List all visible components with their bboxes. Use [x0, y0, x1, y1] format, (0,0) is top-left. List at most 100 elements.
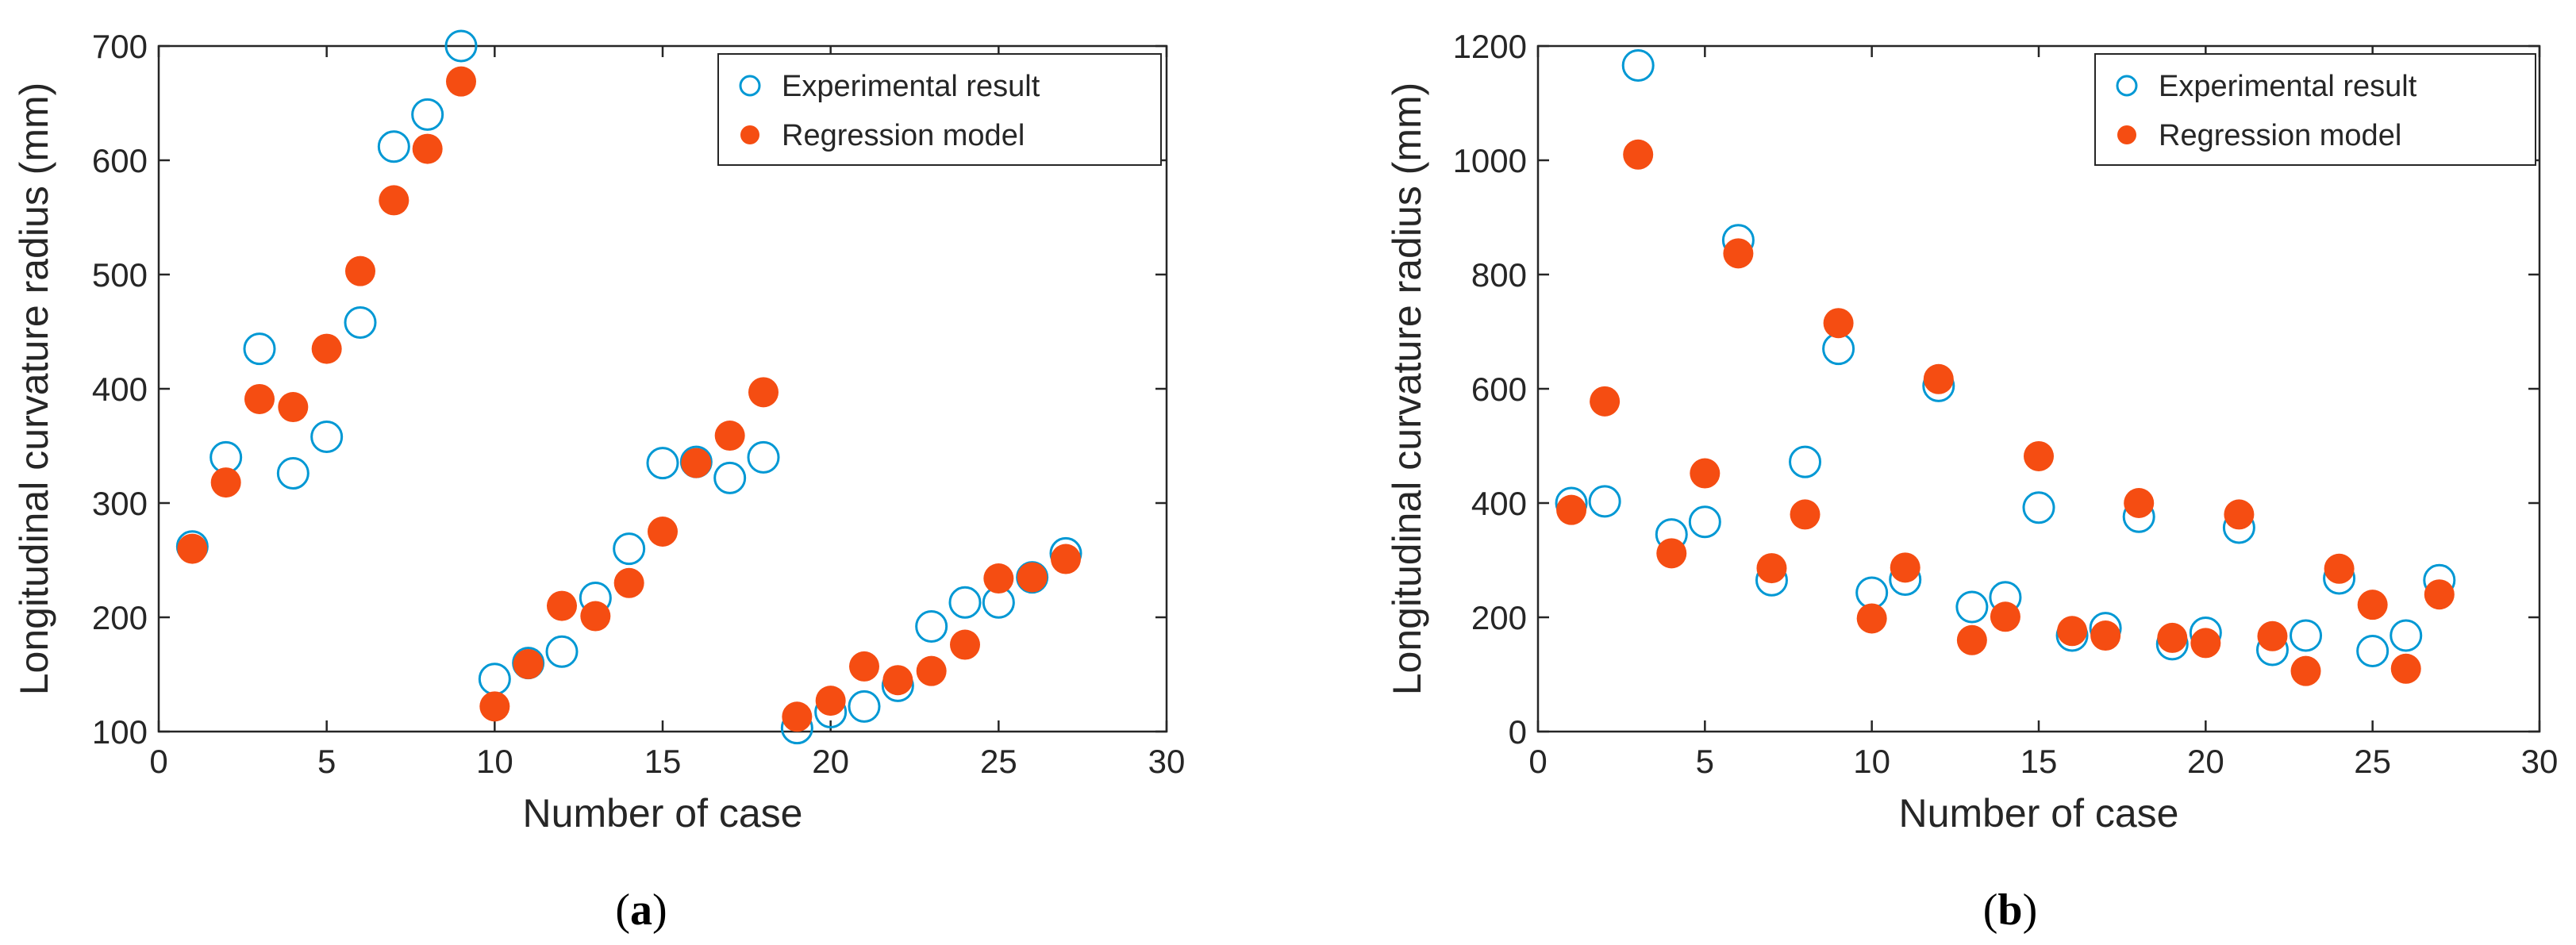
regression-point: [1756, 553, 1787, 584]
panel-a: 0 5 10 15 20 25 30 100 200 300 400 500 600 700 Number …: [12, 28, 1185, 935]
experimental-point: [1789, 445, 1822, 478]
x-tick-label: 5: [317, 743, 336, 780]
regression-point: [2357, 590, 2388, 620]
regression-point: [2190, 628, 2221, 659]
regression-point: [2324, 553, 2355, 584]
y-tick-label: 100: [92, 713, 148, 751]
regression-point: [882, 665, 913, 696]
regression-point: [1956, 624, 1987, 655]
regression-point: [177, 533, 208, 564]
legend-marker-experimental: [739, 75, 761, 97]
regression-point: [2257, 620, 2288, 651]
experimental-point: [915, 610, 948, 643]
regression-point: [916, 655, 947, 686]
experimental-point: [243, 332, 276, 366]
x-tick-label: 0: [149, 743, 167, 780]
experimental-point: [948, 586, 982, 619]
regression-point: [983, 563, 1014, 594]
experimental-point: [2022, 491, 2055, 524]
x-tick-label: 20: [2187, 743, 2224, 780]
regression-point: [345, 255, 375, 286]
experimental-point: [2390, 619, 2423, 652]
regression-point: [815, 686, 846, 716]
panel-caption: (b): [1983, 885, 2037, 935]
regression-point: [379, 185, 409, 216]
x-tick-label: 25: [980, 743, 1017, 780]
experimental-point: [344, 305, 377, 339]
x-tick-label: 20: [812, 743, 849, 780]
caption-letter: b: [1997, 885, 2022, 935]
y-axis-label: Longitudinal curvature radius (mm): [12, 83, 56, 696]
regression-point: [849, 651, 879, 682]
experimental-point: [713, 461, 747, 494]
y-tick-label: 0: [1509, 713, 1527, 751]
regression-point: [580, 601, 611, 632]
experimental-point: [646, 447, 679, 480]
regression-point: [2057, 616, 2088, 647]
y-tick-label: 400: [1471, 485, 1527, 522]
y-tick-label: 400: [92, 371, 148, 408]
y-tick-label: 700: [92, 28, 148, 65]
regression-point: [210, 467, 241, 498]
legend-box: [2094, 53, 2536, 166]
caption-open-paren: (: [615, 885, 630, 935]
regression-point: [714, 421, 745, 451]
legend-marker-experimental: [2116, 75, 2138, 97]
legend-box: [717, 53, 1162, 166]
caption-open-paren: (: [1983, 885, 1998, 935]
y-tick-label: 500: [92, 256, 148, 294]
regression-point: [2424, 579, 2455, 610]
x-tick-label: 15: [2020, 743, 2058, 780]
regression-point: [412, 133, 443, 164]
legend-label: Experimental result: [782, 70, 1040, 103]
experimental-point: [545, 635, 579, 668]
regression-point: [1856, 603, 1887, 634]
regression-point: [1623, 139, 1654, 170]
experimental-point: [377, 130, 410, 163]
y-axis-label: Longitudinal curvature radius (mm): [1385, 83, 1429, 696]
experimental-point: [276, 457, 310, 490]
regression-point: [1690, 458, 1721, 489]
experimental-point: [613, 532, 646, 566]
experimental-point: [310, 420, 344, 453]
regression-point: [1656, 538, 1687, 569]
legend-label: Experimental result: [2159, 70, 2417, 103]
regression-point: [1723, 238, 1754, 269]
regression-point: [244, 383, 275, 414]
y-tick-label: 1000: [1453, 142, 1527, 179]
y-tick-label: 800: [1471, 256, 1527, 294]
x-axis-label: Number of case: [1899, 791, 2179, 836]
legend-marker-regression: [2117, 125, 2136, 144]
experimental-point: [444, 29, 478, 63]
x-tick-label: 10: [1853, 743, 1890, 780]
y-tick-label: 600: [1471, 371, 1527, 408]
regression-point: [2124, 488, 2155, 518]
regression-point: [479, 691, 510, 722]
panel-caption: (a): [615, 885, 667, 935]
regression-point: [1051, 544, 1081, 574]
regression-point: [613, 567, 644, 598]
regression-point: [1556, 494, 1587, 525]
y-tick-label: 200: [1471, 599, 1527, 636]
experimental-point: [2356, 634, 2390, 667]
regression-point: [2390, 653, 2421, 684]
regression-point: [1890, 552, 1920, 583]
regression-point: [1923, 363, 1954, 394]
legend-label: Regression model: [2159, 119, 2401, 152]
experimental-point: [747, 440, 780, 474]
regression-point: [278, 392, 309, 423]
regression-point: [2224, 499, 2255, 530]
regression-point: [2290, 655, 2321, 686]
legend-label: Regression model: [782, 119, 1025, 152]
regression-point: [513, 649, 544, 680]
x-tick-label: 25: [2354, 743, 2391, 780]
regression-point: [1590, 386, 1621, 417]
regression-point: [446, 66, 476, 97]
regression-point: [1017, 562, 1048, 593]
regression-point: [311, 333, 342, 364]
regression-point: [2157, 622, 2188, 653]
regression-point: [782, 701, 813, 732]
regression-point: [1823, 308, 1854, 339]
experimental-point: [1621, 48, 1655, 82]
